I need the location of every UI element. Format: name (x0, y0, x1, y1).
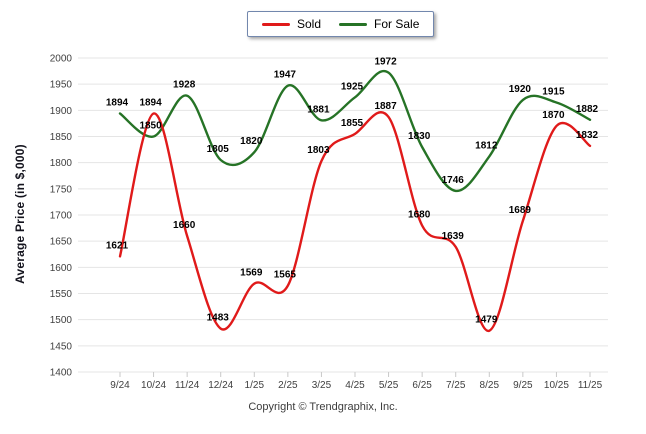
sold-line-swatch (262, 22, 290, 26)
point-label: 1660 (173, 220, 196, 231)
x-tick-label: 3/25 (312, 380, 332, 391)
point-label: 1830 (408, 131, 431, 142)
x-tick-label: 9/25 (513, 380, 533, 391)
point-label: 1920 (509, 84, 532, 95)
y-tick-label: 1850 (50, 132, 73, 143)
point-label: 1928 (173, 80, 196, 91)
point-label: 1565 (274, 270, 297, 281)
point-label: 1972 (374, 57, 397, 68)
x-tick-label: 5/25 (379, 380, 399, 391)
x-tick-label: 6/25 (412, 380, 432, 391)
point-label: 1639 (442, 231, 465, 242)
point-label: 1925 (341, 81, 364, 92)
x-tick-label: 11/24 (175, 380, 200, 391)
legend-label-for-sale: For Sale (374, 17, 420, 31)
series-line-for-sale (118, 69, 592, 193)
point-label: 1894 (106, 97, 129, 108)
point-label: 1569 (240, 268, 263, 279)
series-line-sold (118, 111, 592, 332)
y-tick-label: 1500 (50, 315, 73, 326)
legend: Sold For Sale (247, 11, 435, 37)
y-tick-label: 1450 (50, 341, 73, 352)
legend-item-for-sale: For Sale (339, 17, 419, 31)
y-tick-label: 2000 (50, 54, 73, 65)
y-axis-title: Average Price (in $,000) (13, 144, 27, 284)
point-label: 1483 (207, 313, 230, 324)
legend-item-sold: Sold (262, 17, 321, 31)
y-tick-label: 1600 (50, 263, 73, 274)
point-label: 1870 (542, 110, 565, 121)
y-tick-label: 1550 (50, 289, 73, 300)
x-tick-label: 11/25 (578, 380, 603, 391)
y-tick-label: 1400 (50, 368, 73, 379)
y-tick-label: 1700 (50, 211, 73, 222)
point-label: 1947 (274, 70, 297, 81)
point-label: 1915 (542, 86, 565, 97)
x-tick-label: 1/25 (245, 380, 265, 391)
x-tick-label: 8/25 (480, 380, 500, 391)
point-label: 1882 (576, 104, 599, 115)
point-label: 1894 (139, 97, 162, 108)
y-tick-label: 1900 (50, 106, 73, 117)
y-tick-label: 1650 (50, 237, 73, 248)
legend-label-sold: Sold (297, 17, 322, 31)
x-tick-label: 7/25 (446, 380, 466, 391)
y-tick-label: 1800 (50, 158, 73, 169)
point-label: 1689 (509, 205, 532, 216)
point-label: 1850 (139, 121, 162, 132)
point-label: 1803 (307, 145, 330, 156)
point-label: 1887 (374, 101, 397, 112)
point-label: 1881 (307, 104, 330, 115)
price-line-chart: 1400 1450 1500 1550 1600 1650 1700 1750 1800 1850… (50, 54, 608, 391)
x-tick-label: 2/25 (278, 380, 298, 391)
point-label: 1855 (341, 118, 364, 129)
point-label: 1820 (240, 136, 263, 147)
point-label: 1621 (106, 240, 129, 251)
x-tick-label: 9/24 (110, 380, 130, 391)
copyright-text: Copyright © Trendgraphix, Inc. (248, 401, 398, 413)
x-tick-label: 10/24 (141, 380, 166, 391)
x-tick-label: 12/24 (208, 380, 233, 391)
x-tick-label: 4/25 (345, 380, 365, 391)
y-tick-label: 1950 (50, 80, 73, 91)
point-label: 1746 (442, 175, 465, 186)
point-label: 1805 (207, 144, 230, 155)
point-label: 1832 (576, 130, 599, 141)
for-sale-line-swatch (339, 22, 368, 26)
point-label: 1812 (475, 140, 498, 151)
x-tick-label: 10/25 (544, 380, 569, 391)
point-label: 1479 (475, 315, 498, 326)
point-label: 1680 (408, 209, 431, 220)
y-tick-label: 1750 (50, 184, 73, 195)
